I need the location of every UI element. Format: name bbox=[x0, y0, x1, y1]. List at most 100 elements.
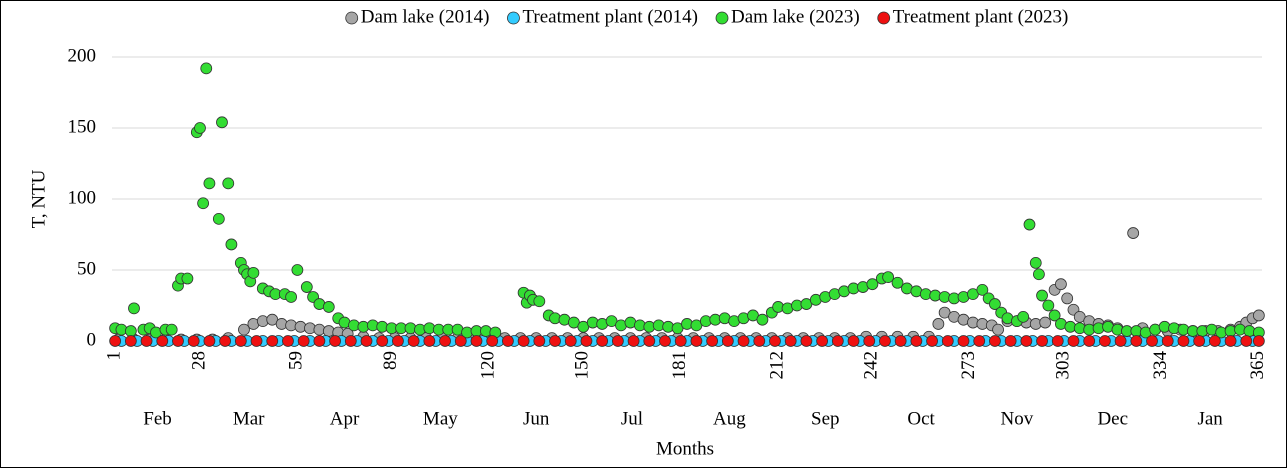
data-point bbox=[517, 335, 530, 347]
data-point bbox=[360, 335, 373, 347]
data-point bbox=[1004, 335, 1017, 347]
data-point bbox=[128, 302, 140, 315]
x-tick-label: 334 bbox=[1150, 351, 1171, 380]
data-point bbox=[533, 295, 546, 308]
data-point bbox=[976, 283, 989, 296]
data-point bbox=[1055, 278, 1067, 291]
legend-marker bbox=[345, 11, 359, 25]
legend-item: Dam lake (2023) bbox=[715, 6, 860, 27]
month-label: Nov bbox=[1001, 408, 1034, 429]
data-point bbox=[1036, 335, 1048, 347]
data-point bbox=[197, 197, 210, 210]
x-tick-label: 242 bbox=[861, 351, 882, 380]
data-point bbox=[1146, 335, 1158, 347]
data-point bbox=[941, 335, 954, 347]
data-point bbox=[313, 335, 326, 347]
data-point bbox=[1224, 335, 1237, 347]
data-point bbox=[181, 272, 194, 285]
legend-item: Dam lake (2014) bbox=[345, 6, 490, 27]
data-point bbox=[989, 335, 1001, 347]
data-point bbox=[973, 335, 986, 347]
data-point bbox=[300, 281, 313, 293]
data-point bbox=[659, 335, 671, 347]
data-point bbox=[690, 335, 703, 347]
legend-marker bbox=[877, 11, 891, 25]
data-point bbox=[156, 335, 169, 347]
data-point bbox=[894, 335, 907, 347]
data-point bbox=[423, 335, 436, 347]
data-point bbox=[784, 335, 797, 347]
data-point bbox=[721, 335, 734, 347]
data-point bbox=[756, 313, 769, 326]
data-point bbox=[1161, 335, 1174, 347]
data-point bbox=[1061, 292, 1074, 305]
y-tick-label: 200 bbox=[68, 45, 97, 66]
data-point bbox=[203, 335, 216, 347]
month-label: Sep bbox=[811, 408, 840, 429]
data-point bbox=[454, 335, 467, 347]
data-point bbox=[407, 335, 420, 347]
data-point bbox=[611, 335, 624, 347]
y-tick-label: 0 bbox=[87, 329, 97, 350]
month-label: Jun bbox=[523, 408, 550, 429]
data-point bbox=[1048, 309, 1061, 322]
data-point bbox=[1023, 218, 1036, 231]
data-point bbox=[1098, 335, 1111, 347]
y-tick-label: 150 bbox=[68, 116, 97, 137]
data-point bbox=[863, 335, 876, 347]
month-label: Dec bbox=[1097, 408, 1128, 429]
data-point bbox=[376, 335, 389, 347]
legend-label: Treatment plant (2023) bbox=[893, 6, 1069, 27]
x-tick-label: 303 bbox=[1052, 351, 1073, 380]
month-label: Jan bbox=[1197, 408, 1223, 429]
data-point bbox=[627, 335, 640, 347]
data-point bbox=[165, 323, 178, 336]
month-label: May bbox=[423, 408, 458, 429]
data-point bbox=[222, 177, 235, 190]
data-point bbox=[1017, 310, 1030, 323]
data-point bbox=[266, 335, 279, 347]
data-point bbox=[831, 335, 844, 347]
month-label: Aug bbox=[713, 408, 746, 429]
legend-item: Treatment plant (2014) bbox=[507, 6, 698, 27]
legend-label: Dam lake (2023) bbox=[731, 6, 860, 27]
data-point bbox=[596, 335, 609, 347]
data-point bbox=[187, 335, 200, 347]
data-point bbox=[329, 335, 341, 347]
data-point bbox=[250, 335, 263, 347]
data-point bbox=[1252, 309, 1265, 322]
data-point bbox=[1036, 289, 1048, 302]
data-point bbox=[1083, 335, 1096, 347]
data-point bbox=[866, 278, 879, 291]
legend-item: Treatment plant (2023) bbox=[877, 6, 1069, 27]
y-tick-label: 100 bbox=[68, 187, 97, 208]
data-point bbox=[879, 335, 891, 347]
data-point bbox=[769, 335, 781, 347]
data-point bbox=[533, 335, 546, 347]
data-point bbox=[1193, 335, 1206, 347]
data-point bbox=[549, 335, 561, 347]
data-point bbox=[1042, 299, 1055, 312]
data-point bbox=[1240, 335, 1253, 347]
x-tick-label: 89 bbox=[380, 351, 401, 370]
data-point bbox=[753, 335, 766, 347]
data-point bbox=[1177, 335, 1190, 347]
data-point bbox=[486, 335, 499, 347]
grid: 0 50 100 150 200 1 28 59 89 120 150 181 212 242 273 303… bbox=[68, 45, 1269, 429]
data-point bbox=[564, 335, 577, 347]
y-axis-title: T, NTU bbox=[28, 169, 49, 228]
data-point bbox=[1130, 335, 1143, 347]
data-point bbox=[1127, 227, 1140, 239]
data-point bbox=[203, 177, 216, 190]
data-point bbox=[219, 335, 232, 347]
data-point bbox=[910, 335, 923, 347]
data-point bbox=[392, 335, 404, 347]
data-point bbox=[172, 335, 184, 347]
legend-label: Dam lake (2014) bbox=[361, 6, 490, 27]
data-point bbox=[674, 335, 687, 347]
x-tick-label: 1 bbox=[104, 351, 125, 361]
data-point bbox=[882, 271, 894, 284]
data-point bbox=[957, 335, 970, 347]
x-axis-title: Months bbox=[656, 438, 714, 459]
